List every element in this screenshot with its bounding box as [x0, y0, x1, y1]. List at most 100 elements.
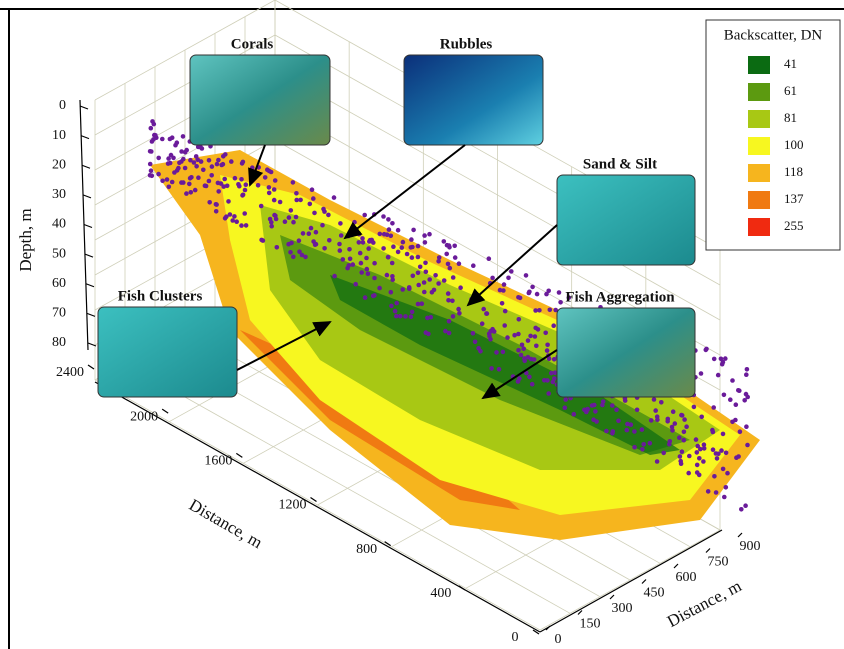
fish-point: [526, 290, 532, 296]
fish-point: [216, 189, 221, 194]
fish-point: [206, 158, 212, 163]
fish-point: [377, 285, 382, 291]
fish-point: [213, 209, 219, 214]
legend-swatch: [748, 110, 770, 128]
z-tick-label: 70: [52, 306, 66, 321]
fish-point: [191, 160, 197, 165]
fish-point: [494, 350, 499, 355]
arrow: [466, 224, 558, 307]
fish-point: [699, 414, 704, 420]
fish-point: [447, 245, 452, 250]
annotation: Fish Aggregation: [565, 289, 675, 305]
photo-corals: [189, 54, 331, 146]
fish-point: [221, 154, 226, 159]
fish-point: [537, 308, 542, 313]
fish-point: [303, 254, 308, 260]
fish-point: [277, 199, 283, 205]
fish-point: [337, 248, 343, 253]
fish-point: [409, 237, 414, 242]
fish-point: [481, 306, 487, 312]
fish-point: [713, 490, 719, 495]
fish-point: [350, 262, 356, 267]
fish-point: [182, 165, 188, 171]
fish-point: [294, 197, 300, 203]
z-tick-label: 80: [52, 335, 66, 350]
fish-point: [239, 223, 244, 228]
fish-point: [232, 214, 237, 219]
fish-point: [476, 346, 481, 351]
fish-point: [723, 356, 728, 361]
fish-point: [744, 424, 749, 430]
fish-point: [446, 330, 452, 336]
fish-point: [425, 315, 430, 321]
fish-point: [693, 437, 699, 442]
fish-point: [544, 291, 549, 297]
fish-point: [533, 325, 538, 331]
fish-point: [711, 405, 716, 410]
fish-point: [456, 261, 462, 267]
fish-point: [640, 447, 645, 452]
fish-point: [610, 403, 615, 408]
fish-point: [209, 164, 215, 169]
fish-point: [265, 167, 270, 172]
fish-point: [172, 170, 177, 175]
legend-label: 255: [784, 218, 804, 233]
fish-point: [306, 231, 312, 236]
photo-fish-clusters: [97, 306, 238, 398]
fish-point: [206, 178, 212, 184]
y-tick: [609, 594, 615, 600]
fish-point: [531, 357, 537, 362]
fish-point: [148, 125, 154, 131]
fish-point: [286, 215, 292, 220]
legend-box: [705, 19, 841, 251]
fish-point: [686, 470, 691, 476]
fish-point: [446, 298, 451, 303]
fish-point: [214, 161, 220, 167]
y-tick-label: 900: [740, 539, 761, 554]
fish-point: [187, 181, 192, 187]
y-tick-label: 750: [708, 555, 729, 570]
fish-point: [289, 240, 294, 246]
fish-point: [648, 418, 654, 423]
fish-point: [672, 421, 678, 426]
fish-point: [268, 169, 274, 175]
fish-point: [530, 284, 535, 290]
fish-point: [180, 134, 186, 139]
fish-point: [701, 446, 707, 451]
fish-point: [544, 348, 550, 353]
x-tick-label: 400: [430, 586, 451, 601]
fish-point: [422, 233, 427, 238]
x-tick-label: 1200: [279, 498, 307, 513]
fish-point: [406, 285, 412, 290]
fish-point: [294, 191, 299, 196]
fish-point: [628, 422, 634, 428]
z-tick: [82, 194, 92, 199]
y-tick-label: 150: [580, 617, 601, 632]
fish-point: [725, 470, 730, 476]
fish-point: [290, 180, 296, 185]
fish-point: [372, 260, 377, 266]
fish-point: [712, 474, 717, 479]
legend-swatch: [748, 56, 770, 74]
fish-point: [436, 281, 441, 286]
fish-point: [207, 200, 212, 205]
fish-point: [653, 408, 658, 413]
z-axis-title: Depth, m: [16, 208, 35, 271]
fish-point: [360, 236, 365, 241]
fish-point: [296, 238, 302, 243]
fish-point: [322, 209, 327, 214]
fish-point: [527, 374, 532, 380]
annotation: Corals: [231, 36, 274, 52]
fish-point: [532, 334, 538, 339]
fish-point: [240, 192, 246, 198]
fish-point: [422, 240, 428, 245]
fish-point: [398, 313, 403, 319]
fish-point: [691, 404, 697, 410]
fish-point: [734, 455, 739, 461]
fish-point: [388, 289, 394, 295]
fish-point: [679, 449, 685, 455]
fish-point: [176, 165, 181, 171]
fish-point: [737, 429, 743, 435]
fish-point: [243, 223, 249, 228]
swath-low: [330, 275, 680, 455]
